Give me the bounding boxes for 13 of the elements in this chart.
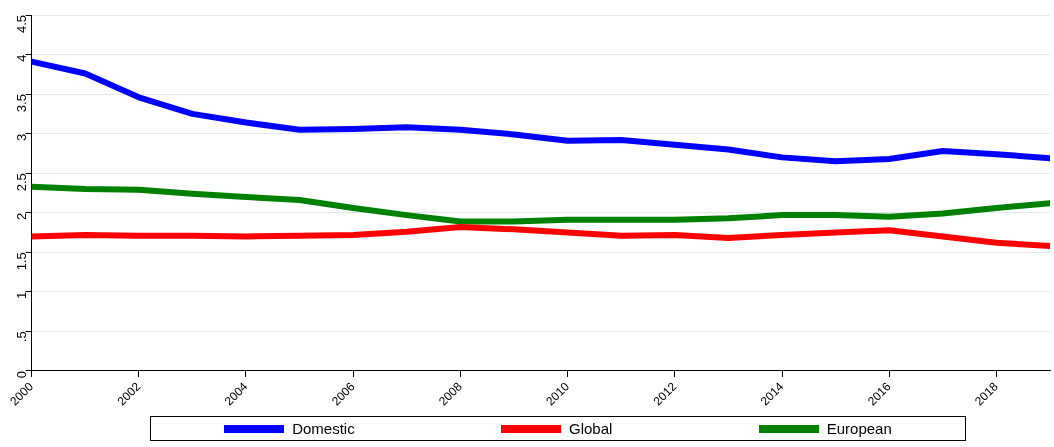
y-tick-label: 2 bbox=[14, 212, 30, 220]
legend-label: European bbox=[826, 420, 892, 437]
y-tick-label: 3 bbox=[14, 133, 30, 141]
y-tick-label: 1 bbox=[14, 291, 30, 300]
legend-label: Global bbox=[569, 420, 613, 437]
y-tick-label: .5 bbox=[14, 331, 30, 343]
y-tick-label: 4.5 bbox=[14, 15, 30, 34]
y-tick-label: 4 bbox=[14, 54, 30, 62]
y-tick-label: 2.5 bbox=[14, 173, 30, 192]
y-tick-label: 3.5 bbox=[14, 94, 30, 113]
y-tick-label: 0 bbox=[14, 370, 30, 379]
legend-label: Domestic bbox=[292, 420, 355, 437]
y-tick-label: 1.5 bbox=[14, 252, 30, 271]
